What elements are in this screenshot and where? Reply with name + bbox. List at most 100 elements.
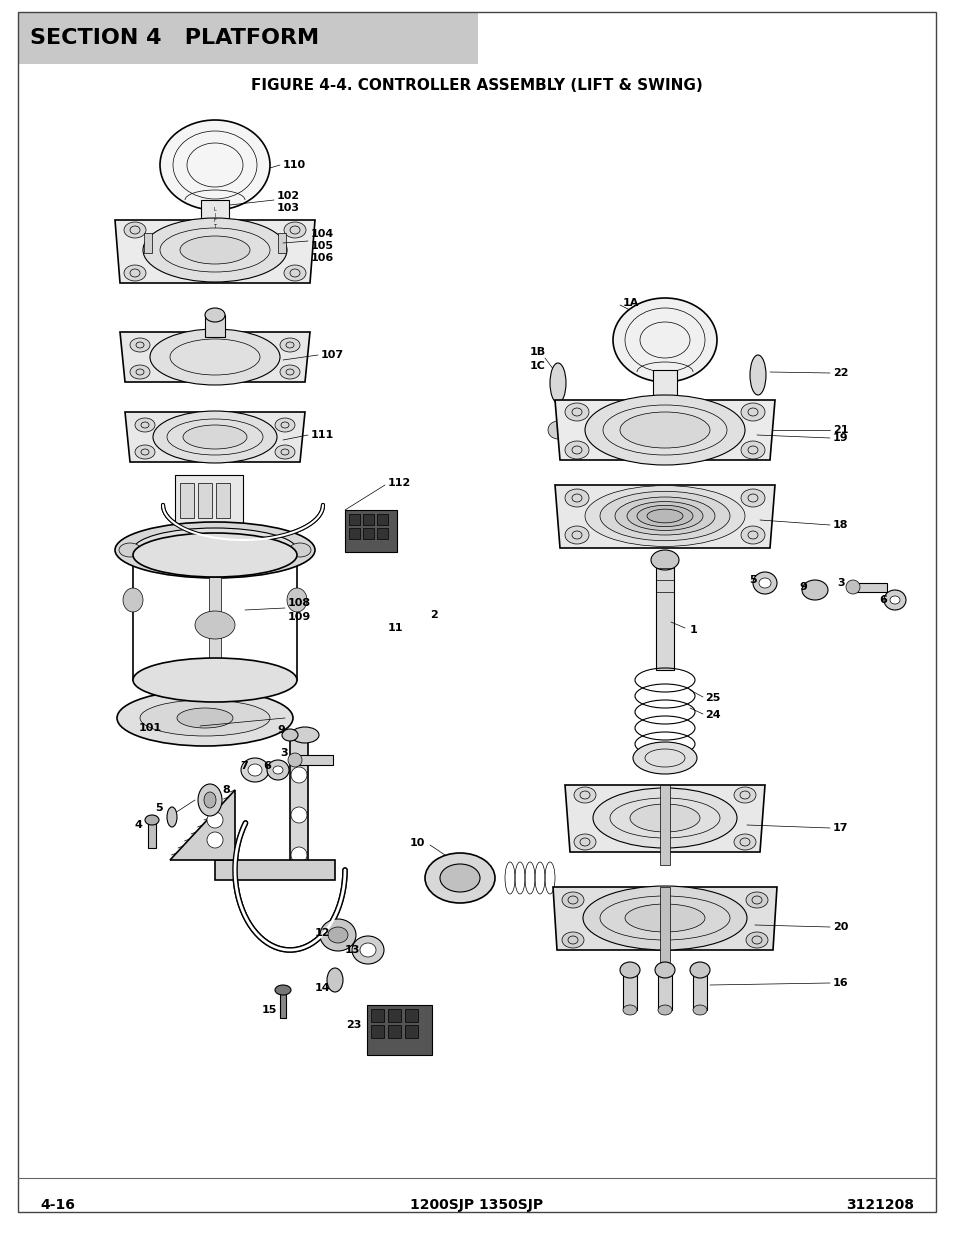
Ellipse shape xyxy=(633,742,697,774)
Bar xyxy=(290,740,308,876)
Text: 13: 13 xyxy=(344,945,359,955)
Text: L
I
F
T: L I F T xyxy=(213,207,216,228)
Bar xyxy=(205,315,225,337)
Ellipse shape xyxy=(637,505,692,526)
Text: 6: 6 xyxy=(879,595,886,605)
Text: 101: 101 xyxy=(139,722,162,734)
Ellipse shape xyxy=(273,766,283,774)
Ellipse shape xyxy=(624,904,704,932)
Ellipse shape xyxy=(160,120,270,210)
Ellipse shape xyxy=(733,787,755,803)
Text: 1A: 1A xyxy=(622,298,639,308)
Ellipse shape xyxy=(564,403,588,421)
Bar xyxy=(198,483,212,517)
Ellipse shape xyxy=(319,919,355,951)
Ellipse shape xyxy=(123,588,143,613)
Text: 25: 25 xyxy=(704,693,720,703)
Ellipse shape xyxy=(593,788,737,848)
Bar xyxy=(656,559,673,671)
Ellipse shape xyxy=(205,308,225,322)
Text: 3: 3 xyxy=(280,748,288,758)
Bar xyxy=(622,969,637,1010)
Ellipse shape xyxy=(130,338,150,352)
Text: 1C: 1C xyxy=(530,361,545,370)
Ellipse shape xyxy=(198,784,222,816)
Ellipse shape xyxy=(733,834,755,850)
Ellipse shape xyxy=(132,534,296,577)
Ellipse shape xyxy=(352,936,384,965)
Bar xyxy=(209,577,221,677)
Ellipse shape xyxy=(177,708,233,727)
Text: 17: 17 xyxy=(832,823,847,832)
Ellipse shape xyxy=(284,222,306,238)
Ellipse shape xyxy=(124,266,146,282)
Ellipse shape xyxy=(550,363,565,403)
Bar xyxy=(692,969,706,1010)
Ellipse shape xyxy=(745,932,767,948)
Ellipse shape xyxy=(130,366,150,379)
Ellipse shape xyxy=(289,543,311,557)
Ellipse shape xyxy=(692,1005,706,1015)
Text: 20: 20 xyxy=(832,923,847,932)
Ellipse shape xyxy=(626,501,702,531)
Text: 9: 9 xyxy=(276,725,285,735)
Text: 104: 104 xyxy=(311,228,334,240)
Bar xyxy=(652,370,677,405)
Ellipse shape xyxy=(650,550,679,571)
Ellipse shape xyxy=(749,354,765,395)
Ellipse shape xyxy=(280,338,299,352)
Ellipse shape xyxy=(561,892,583,908)
Ellipse shape xyxy=(574,787,596,803)
Ellipse shape xyxy=(561,932,583,948)
Ellipse shape xyxy=(752,572,776,594)
Text: 110: 110 xyxy=(283,161,306,170)
Ellipse shape xyxy=(145,815,159,825)
Bar xyxy=(388,1009,400,1023)
Ellipse shape xyxy=(291,727,318,743)
Ellipse shape xyxy=(241,758,269,782)
Text: 1B: 1B xyxy=(530,347,545,357)
Polygon shape xyxy=(555,400,774,459)
Ellipse shape xyxy=(613,298,717,382)
Ellipse shape xyxy=(180,236,250,264)
Bar xyxy=(405,1025,417,1037)
Ellipse shape xyxy=(167,806,177,827)
Ellipse shape xyxy=(619,962,639,978)
Bar xyxy=(405,1009,417,1023)
Text: 21: 21 xyxy=(832,425,847,435)
Text: 11: 11 xyxy=(388,622,403,634)
Text: 14: 14 xyxy=(314,983,330,993)
Ellipse shape xyxy=(747,421,767,438)
Ellipse shape xyxy=(143,219,287,282)
Text: 5: 5 xyxy=(749,576,757,585)
Ellipse shape xyxy=(883,590,905,610)
Ellipse shape xyxy=(207,832,223,848)
Bar xyxy=(349,529,359,538)
Ellipse shape xyxy=(582,885,746,950)
Text: 15: 15 xyxy=(261,1005,276,1015)
Bar xyxy=(658,969,671,1010)
Ellipse shape xyxy=(135,417,154,432)
Ellipse shape xyxy=(740,441,764,459)
Ellipse shape xyxy=(740,526,764,543)
Ellipse shape xyxy=(291,806,307,823)
Bar xyxy=(371,1009,384,1023)
Text: 109: 109 xyxy=(288,613,311,622)
Ellipse shape xyxy=(150,329,280,385)
Text: 4-16: 4-16 xyxy=(40,1198,74,1212)
Text: 22: 22 xyxy=(832,368,847,378)
Ellipse shape xyxy=(274,417,294,432)
Bar xyxy=(388,1025,400,1037)
Ellipse shape xyxy=(140,700,270,736)
Ellipse shape xyxy=(574,834,596,850)
Ellipse shape xyxy=(267,760,289,781)
Ellipse shape xyxy=(291,847,307,863)
Polygon shape xyxy=(115,220,314,283)
Ellipse shape xyxy=(328,927,348,944)
Text: 4: 4 xyxy=(134,820,142,830)
Bar xyxy=(659,887,669,967)
Ellipse shape xyxy=(115,522,314,578)
Ellipse shape xyxy=(889,597,899,604)
Text: 105: 105 xyxy=(311,241,334,251)
Bar xyxy=(349,514,359,525)
